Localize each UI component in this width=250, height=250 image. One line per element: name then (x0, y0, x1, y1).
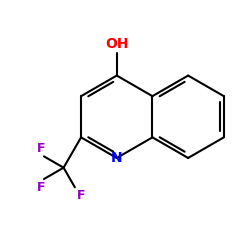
Text: N: N (111, 151, 122, 165)
Text: OH: OH (105, 37, 128, 51)
Text: F: F (37, 181, 46, 194)
Text: F: F (37, 142, 46, 155)
Text: F: F (76, 189, 85, 202)
